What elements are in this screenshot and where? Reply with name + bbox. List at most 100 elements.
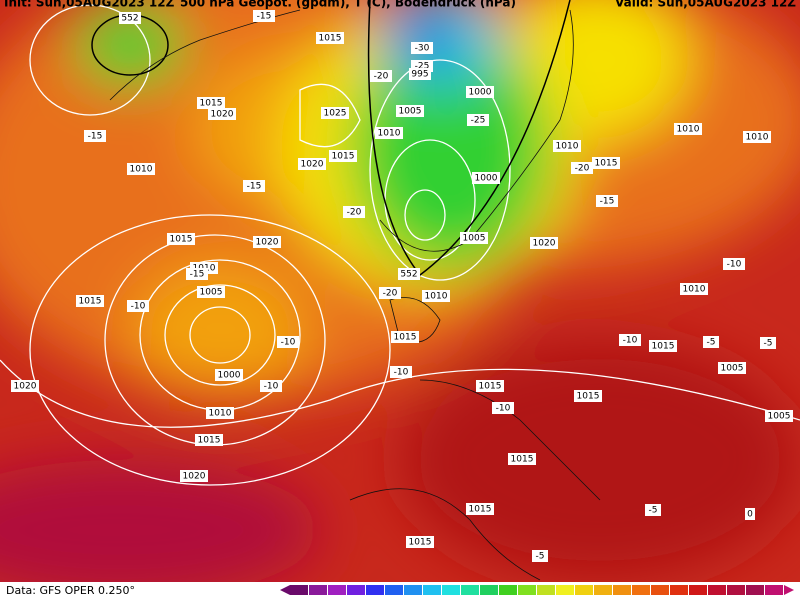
scale-cell: [366, 585, 384, 595]
contour-label-box: [422, 290, 450, 302]
contour-label-box: [760, 337, 776, 349]
contour-label: 1010: [209, 409, 232, 419]
contour-label-box: [76, 295, 104, 307]
contour-label-box: [460, 232, 488, 244]
scale-cell: [480, 585, 498, 595]
contour-label: 1005: [200, 288, 223, 298]
contour-label-box: [390, 366, 412, 378]
contour-label-box: [127, 300, 149, 312]
scale-cell: [651, 585, 669, 595]
contour-label-box: [674, 123, 702, 135]
contour-label-box: [530, 237, 558, 249]
contour-label: -5: [649, 506, 658, 516]
scale-cell: [594, 585, 612, 595]
contour-label-box: [197, 286, 225, 298]
contour-label-box: [476, 380, 504, 392]
scale-cell: [632, 585, 650, 595]
contour-label: -15: [257, 12, 272, 22]
contour-label: -25: [471, 116, 486, 126]
contour-label: 1005: [721, 364, 744, 374]
contour-label: -10: [264, 382, 279, 392]
contour-label: -10: [394, 368, 409, 378]
contour-label-box: [370, 70, 392, 82]
contour-label: 1025: [324, 109, 347, 119]
isobars: [0, 4, 800, 486]
contour-label-box: [574, 390, 602, 402]
contour-label-box: [592, 157, 620, 169]
contour-label: 1015: [511, 455, 534, 465]
contour-label: -20: [374, 72, 389, 82]
contour-label: 1010: [683, 285, 706, 295]
contour-label: 1015: [332, 152, 355, 162]
contour-label: 1015: [79, 297, 102, 307]
contour-label: 1015: [200, 99, 223, 109]
scale-cell: [499, 585, 517, 595]
contour-label: -20: [383, 289, 398, 299]
contour-label: 552: [121, 14, 138, 24]
contour-label-box: [180, 470, 208, 482]
contour-label: 552: [400, 270, 417, 280]
contour-label: -10: [131, 302, 146, 312]
contour-label-box: [243, 180, 265, 192]
contour-label: -20: [575, 164, 590, 174]
contour-label-box: [680, 283, 708, 295]
scale-cell: [575, 585, 593, 595]
contour-label: 1000: [218, 371, 241, 381]
contour-label: -10: [496, 404, 511, 414]
scale-cell: [613, 585, 631, 595]
contour-label: -15: [600, 197, 615, 207]
contour-label-box: [260, 380, 282, 392]
contour-label: -10: [727, 260, 742, 270]
contour-label: 1010: [746, 133, 769, 143]
contour-label-box: [765, 410, 793, 422]
scale-cell: [727, 585, 745, 595]
scale-arrow: [784, 585, 794, 595]
contour-label-box: [466, 503, 494, 515]
contour-label-box: [215, 369, 243, 381]
contour-label-box: [119, 12, 141, 24]
contour-label-box: [206, 407, 234, 419]
scale-cell: [309, 585, 327, 595]
contour-label: 1005: [399, 107, 422, 117]
scale-cell: [385, 585, 403, 595]
contour-label-box: [571, 162, 593, 174]
contour-label: 1020: [183, 472, 206, 482]
contour-label: 1020: [211, 110, 234, 120]
scale-cell: [689, 585, 707, 595]
contour-label: -5: [536, 552, 545, 562]
contour-label: 1015: [319, 34, 342, 44]
contour-label-box: [343, 206, 365, 218]
contour-label: 0: [747, 510, 753, 520]
contour-label: 1015: [595, 159, 618, 169]
contour-label-box: [743, 131, 771, 143]
scale-cell: [708, 585, 726, 595]
contour-label: 1015: [577, 392, 600, 402]
contour-label-box: [467, 114, 489, 126]
contour-label: -20: [347, 208, 362, 218]
scale-cell: [556, 585, 574, 595]
contour-label-box: [84, 130, 106, 142]
contour-label-box: [379, 287, 401, 299]
contour-label-box: [167, 233, 195, 245]
contour-label-box: [553, 140, 581, 152]
contour-label: -5: [707, 338, 716, 348]
header-valid: Valid: Sun,05AUG2023 12Z: [615, 0, 796, 10]
contour-label-box: [466, 86, 494, 98]
scale-cell: [404, 585, 422, 595]
contour-label: -15: [88, 132, 103, 142]
contour-label-box: [277, 336, 299, 348]
contour-label: -10: [623, 336, 638, 346]
contour-label-box: [375, 127, 403, 139]
contour-label-box: [253, 10, 275, 22]
contour-label: 1010: [425, 292, 448, 302]
contour-label: 1020: [301, 160, 324, 170]
contour-label-box: [596, 195, 618, 207]
contour-label-box: [645, 504, 661, 516]
contour-label-box: [745, 508, 755, 520]
contour-label-box: [508, 453, 536, 465]
contour-label: -15: [190, 270, 205, 280]
contour-label: 1020: [256, 238, 279, 248]
contour-label: 1015: [409, 538, 432, 548]
scale-cell: [670, 585, 688, 595]
